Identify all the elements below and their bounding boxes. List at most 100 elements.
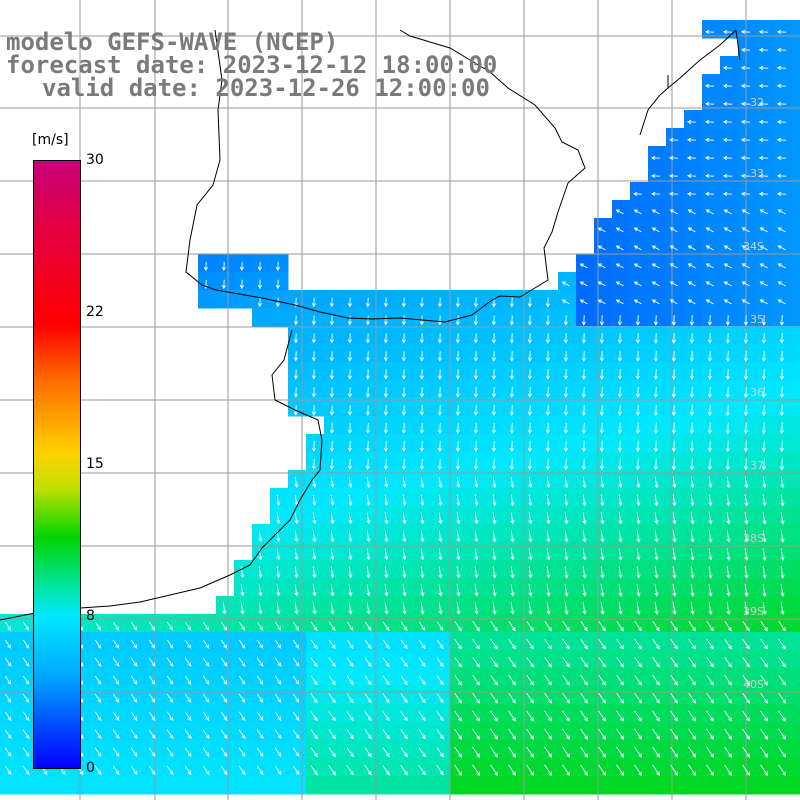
wind-arrow <box>94 693 102 703</box>
wind-speed-cell <box>558 488 577 507</box>
wind-arrow <box>759 227 768 233</box>
wind-speed-cell <box>324 416 343 435</box>
wind-speed-cell <box>756 164 775 183</box>
wind-speed-cell <box>540 704 559 723</box>
wind-speed-cell <box>432 362 451 381</box>
wind-speed-cell <box>648 362 667 381</box>
wind-speed-cell <box>432 650 451 669</box>
wind-arrow <box>689 368 694 381</box>
wind-speed-cell <box>450 560 469 579</box>
wind-arrow <box>402 548 407 561</box>
wind-speed-cell <box>396 560 415 579</box>
wind-speed-cell <box>450 578 469 597</box>
wind-speed-cell <box>360 506 379 525</box>
wind-speed-cell <box>90 650 109 669</box>
wind-speed-cell <box>342 542 361 561</box>
wind-speed-cell <box>630 776 649 795</box>
wind-arrow <box>598 674 606 686</box>
wind-arrow <box>580 674 588 686</box>
wind-speed-cell <box>774 110 793 129</box>
wind-speed-cell <box>252 704 271 723</box>
wind-arrow <box>652 638 660 650</box>
wind-speed-cell <box>648 380 667 399</box>
wind-arrow <box>238 657 246 667</box>
latitude-label: 33 <box>750 167 764 180</box>
wind-arrow <box>365 333 370 344</box>
wind-speed-cell <box>612 560 631 579</box>
wind-arrow <box>4 693 12 703</box>
wind-arrow <box>256 639 264 649</box>
wind-speed-cell <box>774 470 793 489</box>
wind-speed-cell <box>306 578 325 597</box>
wind-speed-cell <box>522 290 541 309</box>
wind-arrow <box>651 227 660 233</box>
wind-speed-cell <box>756 488 775 507</box>
wind-arrow <box>758 173 769 178</box>
wind-arrow <box>528 548 533 561</box>
wind-speed-cell <box>558 524 577 543</box>
wind-arrow <box>544 638 552 650</box>
wind-speed-cell <box>414 488 433 507</box>
wind-speed-cell <box>792 668 800 687</box>
wind-arrow <box>618 584 623 597</box>
wind-arrow <box>561 281 570 287</box>
wind-arrow <box>725 368 730 381</box>
wind-arrow <box>545 351 550 362</box>
wind-speed-cell <box>504 380 523 399</box>
wind-speed-cell <box>504 290 523 309</box>
wind-speed-cell <box>738 218 757 237</box>
wind-speed-cell <box>324 506 343 525</box>
wind-arrow <box>184 675 192 685</box>
wind-arrow <box>382 747 390 758</box>
wind-speed-cell <box>684 182 703 201</box>
wind-arrow <box>346 711 354 722</box>
wind-arrow <box>454 710 462 722</box>
wind-speed-cell <box>792 506 800 525</box>
wind-arrow <box>544 746 553 758</box>
wind-arrow <box>491 351 496 362</box>
wind-arrow <box>130 639 138 649</box>
wind-arrow <box>598 728 607 740</box>
wind-arrow <box>401 315 406 326</box>
wind-speed-cell <box>594 668 613 687</box>
wind-speed-cell <box>576 686 595 705</box>
wind-arrow <box>725 332 730 344</box>
wind-speed-cell <box>324 470 343 489</box>
wind-arrow <box>724 710 732 722</box>
wind-speed-field <box>0 20 800 795</box>
wind-arrow <box>581 422 586 435</box>
wind-speed-cell <box>756 542 775 561</box>
wind-arrow <box>365 440 370 453</box>
wind-arrow <box>690 583 695 597</box>
wind-speed-cell <box>702 92 721 111</box>
wind-speed-cell <box>432 542 451 561</box>
wind-speed-cell <box>630 596 649 615</box>
wind-speed-cell <box>126 686 145 705</box>
wind-arrow <box>184 711 192 721</box>
wind-arrow <box>329 369 334 380</box>
wind-speed-cell <box>198 686 217 705</box>
wind-arrow <box>420 494 425 507</box>
wind-speed-cell <box>504 686 523 705</box>
wind-speed-cell <box>360 380 379 399</box>
wind-speed-cell <box>720 434 739 453</box>
wind-arrow <box>690 494 695 507</box>
wind-arrow <box>311 405 316 416</box>
wind-arrow <box>740 119 751 124</box>
wind-speed-cell <box>738 506 757 525</box>
wind-arrow <box>726 512 731 525</box>
wind-speed-cell <box>324 542 343 561</box>
wind-speed-cell <box>666 128 685 147</box>
wind-arrow <box>274 693 282 703</box>
wind-arrow <box>347 458 352 471</box>
wind-arrow <box>672 530 677 543</box>
wind-speed-cell <box>738 488 757 507</box>
wind-arrow <box>490 764 499 776</box>
wind-arrow <box>455 387 460 398</box>
wind-speed-cell <box>576 722 595 741</box>
wind-speed-cell <box>108 758 127 777</box>
wind-speed-cell <box>486 452 505 471</box>
wind-speed-cell <box>792 344 800 363</box>
wind-arrow <box>706 728 715 740</box>
wind-speed-cell <box>504 650 523 669</box>
